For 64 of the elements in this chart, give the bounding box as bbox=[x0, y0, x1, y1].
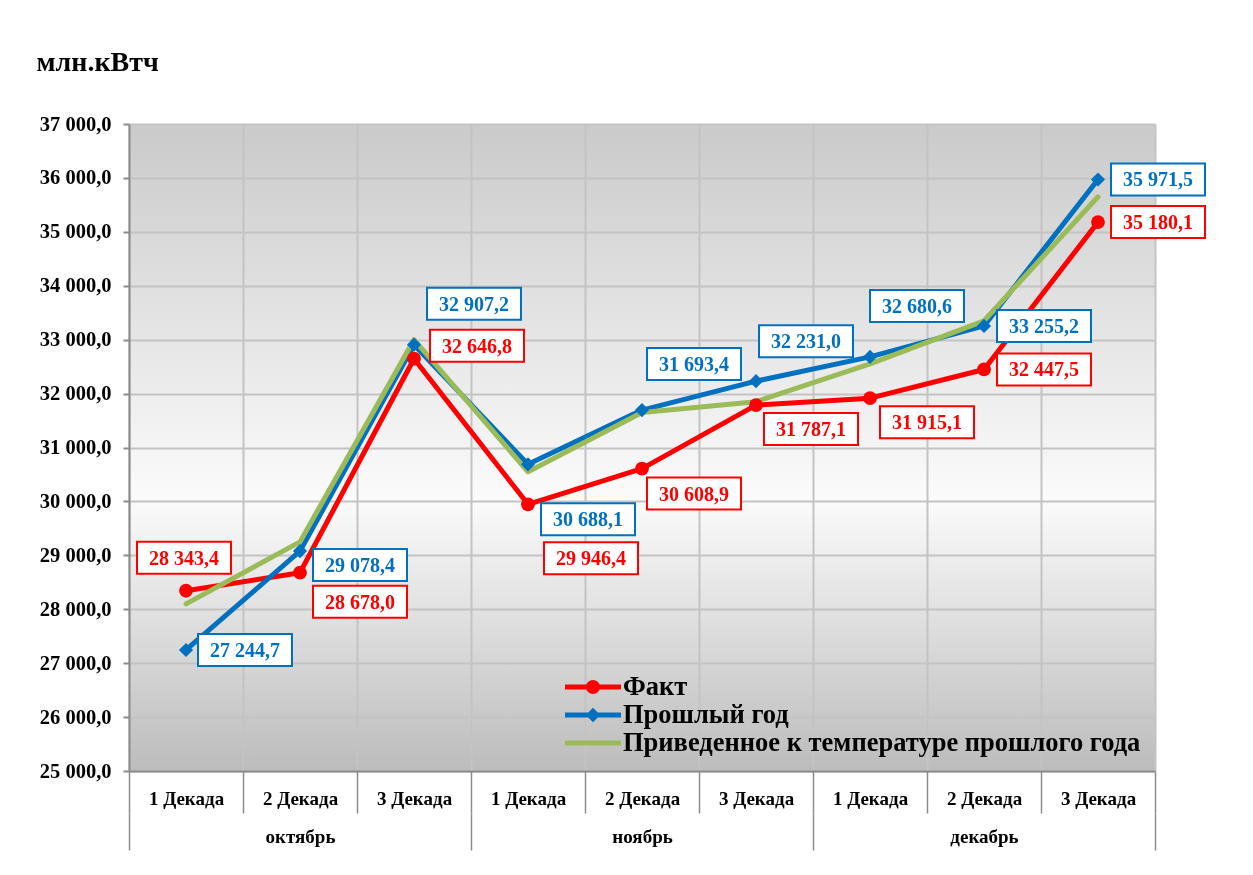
point bbox=[292, 544, 308, 559]
x-tick-label: 1 Декада bbox=[832, 787, 909, 809]
data-label: 32 447,5 bbox=[1009, 358, 1079, 381]
data-label: 35 971,5 bbox=[1123, 168, 1193, 191]
y-tick-label: 27 000,0 bbox=[39, 651, 112, 674]
point bbox=[749, 398, 763, 412]
y-tick-label: 35 000,0 bbox=[39, 220, 112, 243]
y-tick-label: 34 000,0 bbox=[39, 274, 112, 297]
point bbox=[976, 318, 992, 333]
y-tick-label: 26 000,0 bbox=[39, 705, 112, 728]
x-tick-label: 3 Декада bbox=[718, 787, 795, 809]
point bbox=[862, 349, 878, 364]
legend-label: Факт bbox=[623, 671, 688, 701]
x-tick-label: 3 Декада bbox=[1060, 787, 1137, 809]
point bbox=[178, 642, 194, 658]
data-label: 32 680,6 bbox=[882, 294, 952, 317]
point bbox=[520, 457, 536, 472]
y-tick-label: 31 000,0 bbox=[39, 436, 112, 458]
y-axis-title: млн.кВтч bbox=[36, 45, 159, 77]
x-tick-label: 2 Декада bbox=[946, 787, 1023, 809]
x-tick-label: 2 Декада bbox=[604, 787, 681, 809]
point bbox=[293, 565, 307, 580]
y-tick-label: 28 000,0 bbox=[39, 597, 112, 620]
point bbox=[634, 403, 650, 418]
data-label: 31 693,4 bbox=[659, 353, 729, 376]
y-tick-label: 25 000,0 bbox=[39, 759, 112, 782]
point bbox=[977, 362, 991, 377]
text: октябрь bbox=[265, 825, 336, 847]
point bbox=[863, 391, 877, 406]
x-tick-label: 1 Декада bbox=[490, 787, 567, 809]
data-label: 28 343,4 bbox=[149, 546, 219, 569]
data-label: 29 078,4 bbox=[325, 554, 395, 577]
data-label: 30 688,1 bbox=[553, 508, 623, 531]
x-tick-label: 3 Декада bbox=[376, 787, 453, 809]
point bbox=[1091, 215, 1105, 229]
y-tick-label: 32 000,0 bbox=[39, 382, 112, 405]
data-label: 32 231,0 bbox=[771, 330, 841, 353]
y-tick-label: 36 000,0 bbox=[39, 166, 112, 189]
data-label: 31 787,1 bbox=[776, 418, 846, 441]
point bbox=[635, 461, 649, 476]
y-tick-label: 33 000,0 bbox=[39, 328, 112, 351]
legend-label: Прошлый год bbox=[623, 699, 790, 729]
data-label: 32 907,2 bbox=[439, 292, 509, 315]
data-label: 29 946,4 bbox=[556, 547, 626, 570]
data-label: 30 608,9 bbox=[659, 482, 729, 505]
y-tick-label: 29 000,0 bbox=[39, 543, 112, 566]
data-label: 27 244,7 bbox=[210, 638, 280, 661]
point bbox=[179, 583, 193, 598]
data-label: 32 646,8 bbox=[442, 334, 512, 357]
point bbox=[406, 337, 422, 352]
data-label: 35 180,1 bbox=[1123, 211, 1193, 234]
point bbox=[1090, 172, 1106, 187]
point bbox=[748, 374, 764, 389]
text: ноябрь bbox=[612, 825, 673, 847]
x-tick-label: 2 Декада bbox=[262, 787, 339, 809]
point bbox=[407, 351, 421, 366]
data-label: 28 678,0 bbox=[325, 590, 395, 613]
y-tick-label: 37 000,0 bbox=[39, 112, 112, 135]
text: декабрь bbox=[950, 825, 1019, 847]
x-tick-label: 1 Декада bbox=[148, 787, 225, 809]
data-label: 31 915,1 bbox=[892, 411, 962, 434]
point bbox=[521, 497, 535, 512]
y-tick-label: 30 000,0 bbox=[39, 489, 112, 512]
data-label: 33 255,2 bbox=[1009, 314, 1079, 337]
